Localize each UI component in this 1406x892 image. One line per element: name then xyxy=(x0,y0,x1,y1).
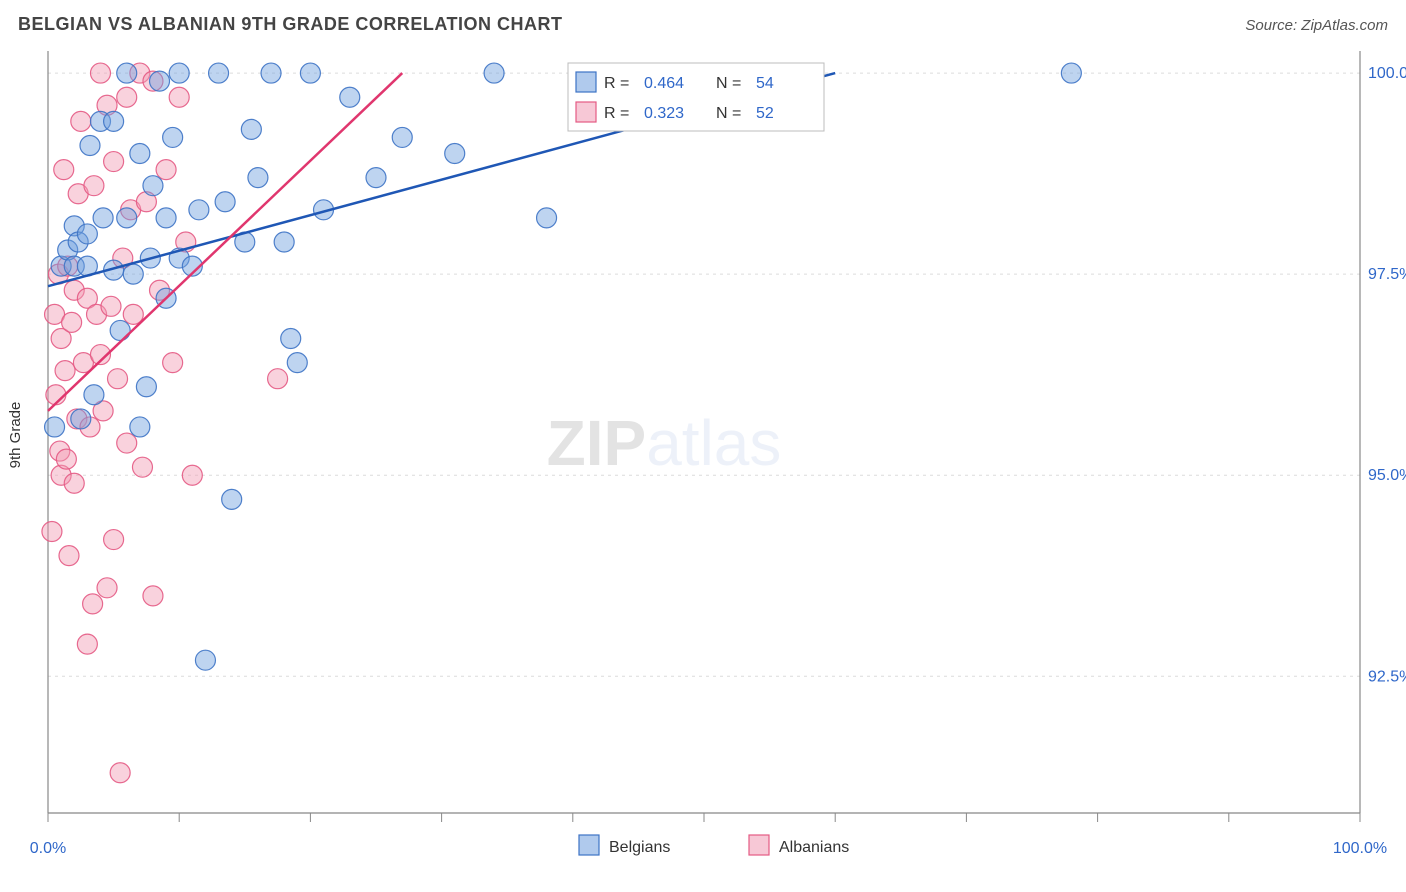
legend-r-label: R = xyxy=(604,75,629,92)
scatter-point xyxy=(163,127,183,147)
scatter-point xyxy=(195,650,215,670)
scatter-point xyxy=(77,634,97,654)
scatter-point xyxy=(222,489,242,509)
correlation-scatter-chart: 92.5% 95.0% 97.5% 100.0% ZIPatlas 0.0% 100.0% 9… xyxy=(0,41,1406,881)
scatter-point xyxy=(445,144,465,164)
x-tick-label: 0.0% xyxy=(30,840,66,857)
scatter-point xyxy=(182,465,202,485)
scatter-point xyxy=(104,111,124,131)
scatter-point xyxy=(97,578,117,598)
scatter-point xyxy=(136,377,156,397)
scatter-point xyxy=(169,87,189,107)
legend-series-label: Belgians xyxy=(609,839,670,856)
scatter-point xyxy=(62,312,82,332)
legend-r-value: 0.323 xyxy=(644,105,684,122)
scatter-point xyxy=(150,71,170,91)
x-tick-label: 100.0% xyxy=(1333,840,1387,857)
scatter-point xyxy=(93,208,113,228)
chart-title: BELGIAN VS ALBANIAN 9TH GRADE CORRELATIO… xyxy=(18,14,563,35)
scatter-point xyxy=(248,168,268,188)
scatter-point xyxy=(484,63,504,83)
legend-series-label: Albanians xyxy=(779,839,849,856)
legend-n-label: N = xyxy=(716,75,741,92)
scatter-point xyxy=(132,457,152,477)
scatter-point xyxy=(71,111,91,131)
legend-r-value: 0.464 xyxy=(644,75,684,92)
scatter-point xyxy=(77,224,97,244)
scatter-point xyxy=(366,168,386,188)
legend-swatch xyxy=(749,835,769,855)
scatter-point xyxy=(261,63,281,83)
scatter-point xyxy=(281,328,301,348)
y-tick-label: 100.0% xyxy=(1368,65,1406,82)
y-tick-label: 95.0% xyxy=(1368,467,1406,484)
scatter-point xyxy=(274,232,294,252)
scatter-point xyxy=(110,763,130,783)
scatter-point xyxy=(156,160,176,180)
legend-n-value: 52 xyxy=(756,105,774,122)
chart-header: BELGIAN VS ALBANIAN 9TH GRADE CORRELATIO… xyxy=(0,0,1406,41)
y-tick-label: 97.5% xyxy=(1368,266,1406,283)
scatter-point xyxy=(117,433,137,453)
scatter-point xyxy=(287,353,307,373)
scatter-point xyxy=(117,208,137,228)
scatter-point xyxy=(300,63,320,83)
scatter-point xyxy=(156,208,176,228)
scatter-point xyxy=(189,200,209,220)
scatter-point xyxy=(169,63,189,83)
scatter-point xyxy=(64,473,84,493)
scatter-point xyxy=(84,176,104,196)
scatter-point xyxy=(104,152,124,172)
scatter-point xyxy=(42,522,62,542)
scatter-point xyxy=(143,176,163,196)
scatter-point xyxy=(54,160,74,180)
scatter-point xyxy=(90,63,110,83)
scatter-point xyxy=(241,119,261,139)
scatter-point xyxy=(1061,63,1081,83)
scatter-point xyxy=(537,208,557,228)
scatter-point xyxy=(340,87,360,107)
scatter-point xyxy=(130,417,150,437)
scatter-point xyxy=(117,87,137,107)
scatter-point xyxy=(268,369,288,389)
scatter-point xyxy=(59,546,79,566)
chart-svg: 92.5% 95.0% 97.5% 100.0% ZIPatlas 0.0% 100.0% 9… xyxy=(0,41,1406,881)
legend-n-value: 54 xyxy=(756,75,774,92)
scatter-point xyxy=(45,417,65,437)
legend-swatch xyxy=(579,835,599,855)
scatter-point xyxy=(392,127,412,147)
scatter-point xyxy=(80,135,100,155)
scatter-point xyxy=(104,530,124,550)
scatter-point xyxy=(108,369,128,389)
source-name: ZipAtlas.com xyxy=(1301,17,1388,34)
scatter-point xyxy=(209,63,229,83)
scatter-point xyxy=(215,192,235,212)
y-axis-label: 9th Grade xyxy=(7,402,24,469)
legend-r-label: R = xyxy=(604,105,629,122)
source-prefix: Source: xyxy=(1245,17,1301,34)
scatter-point xyxy=(117,63,137,83)
scatter-point xyxy=(110,320,130,340)
legend-n-label: N = xyxy=(716,105,741,122)
y-tick-label: 92.5% xyxy=(1368,668,1406,685)
scatter-point xyxy=(101,296,121,316)
watermark: ZIPatlas xyxy=(547,407,782,479)
legend-swatch xyxy=(576,72,596,92)
legend-swatch xyxy=(576,102,596,122)
scatter-point xyxy=(56,449,76,469)
scatter-point xyxy=(163,353,183,373)
scatter-point xyxy=(71,409,91,429)
scatter-point xyxy=(55,361,75,381)
source-attribution: Source: ZipAtlas.com xyxy=(1245,17,1388,34)
scatter-point xyxy=(123,264,143,284)
scatter-point xyxy=(130,144,150,164)
scatter-point xyxy=(84,385,104,405)
scatter-point xyxy=(143,586,163,606)
scatter-point xyxy=(83,594,103,614)
